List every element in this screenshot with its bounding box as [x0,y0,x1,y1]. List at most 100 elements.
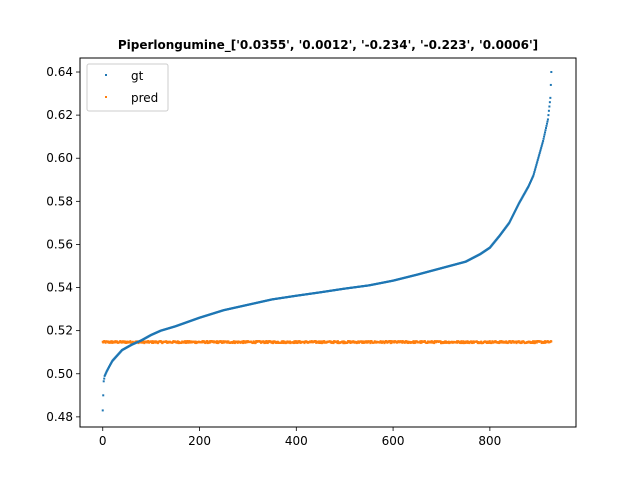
point-pred [498,342,501,345]
point-pred [370,340,373,343]
point-pred [221,341,224,344]
point-pred [533,342,536,345]
point-pred [116,340,119,343]
point-gt [105,371,108,374]
point-gt [529,182,532,185]
point-pred [424,340,427,343]
point-gt [530,178,533,181]
point-pred [487,341,490,344]
y-tick-label: 0.58 [46,194,73,208]
point-pred [387,341,390,344]
point-pred [215,341,218,344]
point-pred [203,340,206,343]
point-gt [547,114,550,117]
point-pred [315,341,318,344]
point-gt [545,124,548,127]
legend-marker-gt [105,74,107,76]
point-gt [102,394,105,397]
point-gt [532,174,535,177]
point-gt [536,160,539,163]
point-pred [323,340,326,343]
point-gt [539,148,542,151]
point-gt [541,143,544,146]
point-pred [351,341,354,344]
point-gt [534,167,537,170]
point-pred [390,341,393,344]
point-pred [332,342,335,345]
point-pred [447,340,450,343]
point-pred [206,340,209,343]
point-gt [528,184,531,187]
point-pred [318,340,321,343]
legend-marker-pred [105,96,107,98]
point-pred [243,340,246,343]
point-pred [369,342,372,345]
point-pred [109,341,112,344]
point-pred [186,340,189,343]
legend-label-gt: gt [131,69,144,83]
y-tick-label: 0.48 [46,410,73,424]
point-gt [545,122,548,125]
point-pred [184,340,187,343]
point-pred [465,341,468,344]
y-tick-label: 0.62 [46,108,73,122]
point-pred [222,340,225,343]
point-pred [271,340,274,343]
point-pred [205,341,208,344]
point-gt [548,101,551,104]
point-gt [531,176,534,179]
point-gt [550,71,553,74]
point-pred [275,341,278,344]
point-gt [103,374,106,377]
point-pred [414,341,417,344]
point-pred [227,340,230,343]
point-pred [420,341,423,344]
x-tick-label: 600 [382,434,405,448]
data-points [101,71,553,412]
point-pred [468,342,471,345]
y-tick-label: 0.56 [46,237,73,251]
point-pred [147,340,150,343]
plot-area [79,57,577,428]
point-gt [536,158,539,161]
point-pred [282,342,285,345]
point-pred [310,340,313,343]
point-gt [102,380,105,383]
point-pred [289,340,292,343]
point-gt [547,109,550,112]
point-gt [544,131,547,134]
point-gt [543,133,546,136]
point-gt [545,127,547,130]
y-tick-label: 0.50 [46,367,73,381]
point-pred [220,340,223,343]
point-pred [406,340,409,343]
point-pred [433,342,436,345]
point-gt [535,162,538,165]
point-pred [488,340,491,343]
x-tick-label: 800 [478,434,501,448]
point-pred [336,340,339,343]
point-pred [480,340,483,343]
point-gt [103,377,106,380]
point-pred [535,341,538,344]
point-pred [510,341,513,344]
point-pred [464,342,467,345]
point-pred [242,342,245,345]
point-pred [440,342,443,345]
point-pred [380,341,383,344]
point-gt [534,165,537,168]
y-tick-label: 0.52 [46,324,73,338]
point-pred [263,340,266,343]
point-gt [532,172,535,175]
point-gt [527,185,530,188]
y-axis: 0.48 0.50 0.52 0.54 0.56 0.58 0.60 0.62 0.64 [46,65,80,424]
point-gt [104,373,107,376]
point-pred [113,341,116,344]
y-tick-label: 0.54 [46,281,73,295]
point-pred [146,341,149,344]
point-pred [194,340,197,343]
point-gt [530,179,532,182]
point-pred [505,340,508,343]
series-pred [101,340,553,345]
point-pred [362,341,365,344]
